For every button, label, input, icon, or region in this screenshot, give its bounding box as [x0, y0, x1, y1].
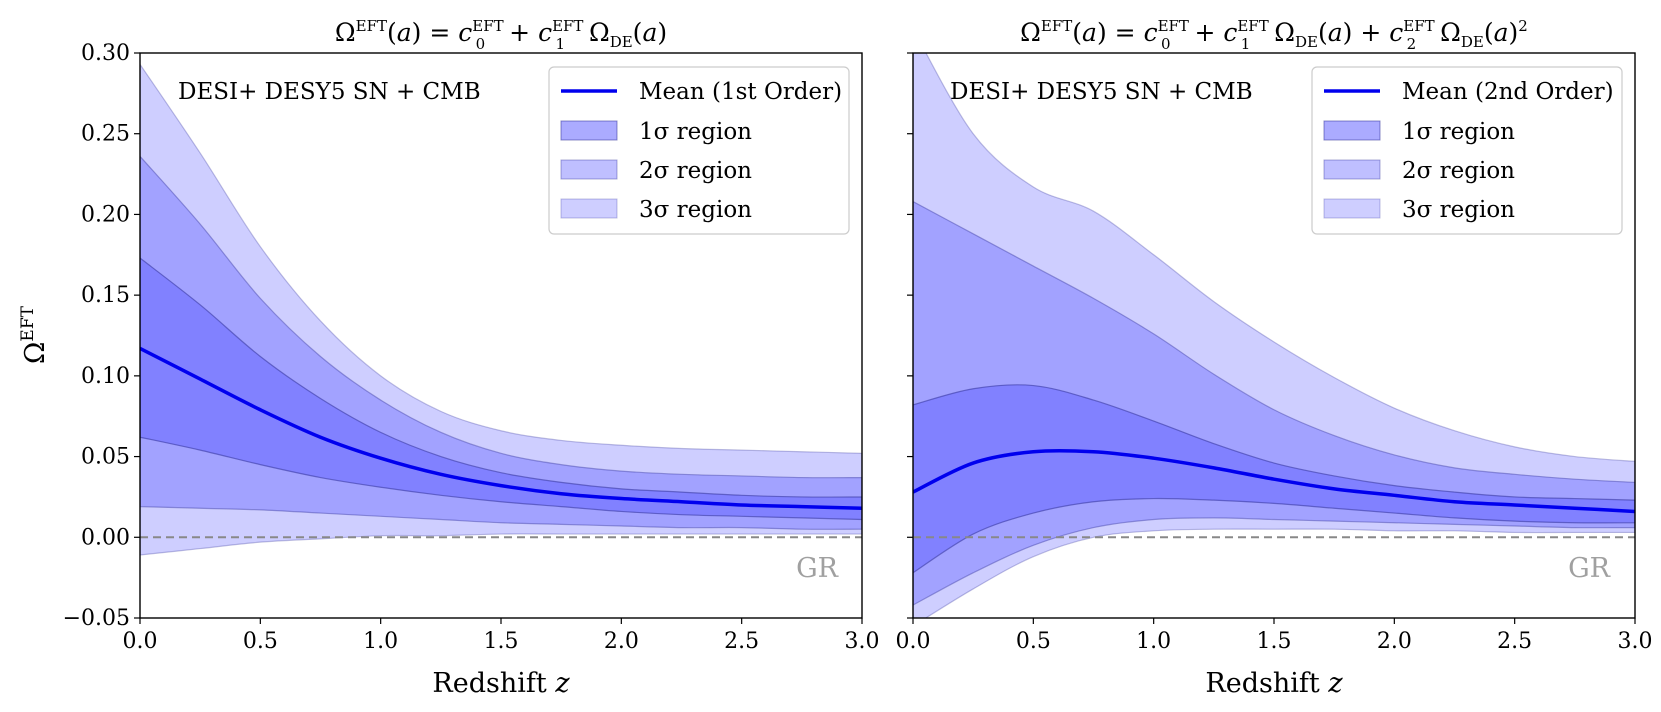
x-tick-label: 0.5 — [1016, 629, 1051, 654]
panel-right: ΩEFT(a) = cEFT 0 + cEFT 1 ΩDE(a) + cEFT 2 Ω… — [896, 17, 1653, 699]
y-tick-label: 0.20 — [81, 202, 130, 227]
y-tick-label: 0.00 — [81, 525, 130, 550]
legend-mean-label-right: Mean (2nd Order) — [1402, 79, 1614, 105]
annotation-left: DESI+ DESY5 SN + CMB — [178, 79, 481, 105]
x-tick-label: 2.0 — [1377, 629, 1412, 654]
legend-right: Mean (2nd Order) 1σ region 2σ region 3σ … — [1311, 66, 1623, 235]
y-tick-label: 0.15 — [81, 283, 130, 308]
legend-2sigma-label-left: 2σ region — [639, 158, 752, 184]
x-tick-label: 0.0 — [896, 629, 931, 654]
annotation-right: DESI+ DESY5 SN + CMB — [950, 79, 1253, 105]
legend-3sigma-swatch-left — [560, 198, 618, 219]
gr-label-right: GR — [1568, 553, 1611, 584]
legend-mean-label-left: Mean (1st Order) — [639, 79, 842, 105]
gr-label-left: GR — [796, 553, 839, 584]
y-tick-label: 0.25 — [81, 122, 130, 147]
x-tick-label: 3.0 — [845, 629, 880, 654]
bands-right — [913, 53, 1635, 618]
mean-line-right — [913, 448, 1635, 514]
y-tick-label: 0.05 — [81, 445, 130, 470]
legend-1sigma-label-right: 1σ region — [1402, 119, 1515, 145]
mean-line-left — [140, 346, 862, 510]
band-1sigma-left — [140, 257, 862, 521]
panel-left: ΩEFT(a) = cEFT 0 + cEFT 1 ΩDE(a) 0.0 0.5 1.0… — [18, 17, 880, 699]
x-tick-label: 1.0 — [363, 629, 398, 654]
x-tick-label: 2.0 — [604, 629, 639, 654]
legend-1sigma-swatch-left — [560, 120, 618, 141]
x-axis-title-left: Redshift z — [432, 668, 570, 699]
legend-2sigma-label-right: 2σ region — [1402, 158, 1515, 184]
x-tick-label: 1.5 — [1257, 629, 1292, 654]
x-tick-label: 2.5 — [1497, 629, 1532, 654]
panel-title-right: ΩEFT(a) = cEFT 0 + cEFT 1 ΩDE(a) + cEFT 2 Ω… — [1020, 17, 1528, 53]
y-tick-label: 0.30 — [81, 41, 130, 66]
y-axis-title: ΩEFT — [18, 305, 51, 364]
x-tick-label: 2.5 — [724, 629, 759, 654]
legend-left: Mean (1st Order) 1σ region 2σ region 3σ … — [548, 66, 850, 235]
y-tick-label: 0.10 — [81, 364, 130, 389]
legend-3sigma-label-right: 3σ region — [1402, 197, 1515, 223]
bands-left — [140, 63, 862, 556]
legend-1sigma-swatch-right — [1323, 120, 1381, 141]
legend-box-left — [548, 66, 850, 235]
x-axis-title-right: Redshift z — [1205, 668, 1343, 699]
ticks-right: 0.0 0.5 1.0 1.5 2.0 2.5 3.0 — [896, 52, 1653, 654]
x-tick-label: 1.5 — [484, 629, 519, 654]
ticks-left: 0.0 0.5 1.0 1.5 2.0 2.5 3.0 −0.05 0.00 0.05 0.10 0.… — [63, 41, 880, 654]
legend-3sigma-swatch-right — [1323, 198, 1381, 219]
x-tick-label: 1.0 — [1136, 629, 1171, 654]
legend-1sigma-label-left: 1σ region — [639, 119, 752, 145]
y-tick-label: −0.05 — [63, 606, 130, 631]
x-tick-label: 0.5 — [243, 629, 278, 654]
x-tick-label: 0.0 — [123, 629, 158, 654]
legend-2sigma-swatch-left — [560, 159, 618, 180]
legend-3sigma-label-left: 3σ region — [639, 197, 752, 223]
legend-box-right — [1311, 66, 1623, 235]
panel-title-left: ΩEFT(a) = cEFT 0 + cEFT 1 ΩDE(a) — [335, 17, 667, 53]
x-tick-label: 3.0 — [1618, 629, 1653, 654]
legend-2sigma-swatch-right — [1323, 159, 1381, 180]
